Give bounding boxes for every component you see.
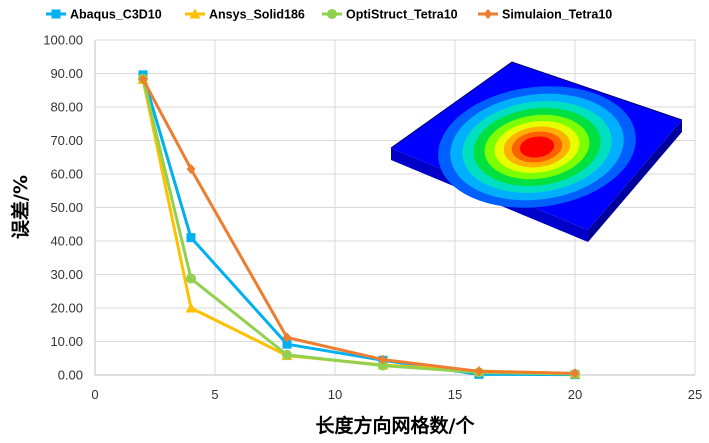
plate-edge	[390, 61, 683, 149]
legend-swatch-marker	[483, 9, 493, 19]
x-tick-label: 0	[91, 387, 98, 402]
x-axis-title: 长度方向网格数/个	[316, 414, 476, 437]
legend-label: Simulaion_Tetra10	[502, 8, 612, 22]
data-point	[378, 354, 388, 365]
y-tick-label: 40.00	[50, 234, 83, 249]
data-point	[186, 233, 196, 243]
x-tick-label: 25	[688, 387, 702, 402]
data-point	[570, 368, 580, 379]
legend-swatch-marker	[327, 9, 337, 19]
y-tick-label: 30.00	[50, 267, 83, 282]
y-tick-label: 10.00	[50, 334, 83, 349]
plate-contour-bands	[438, 86, 636, 208]
y-axis-title: 误差/%	[9, 175, 32, 239]
data-point	[474, 366, 484, 377]
legend-label: Abaqus_C3D10	[70, 8, 162, 22]
x-tick-label: 20	[568, 387, 582, 402]
data-point	[282, 349, 292, 360]
legend-item: Simulaion_Tetra10	[478, 8, 612, 22]
y-tick-label: 0.00	[58, 368, 83, 383]
data-point	[185, 302, 197, 313]
y-tick-label: 70.00	[50, 133, 83, 148]
data-point	[282, 332, 292, 343]
x-tick-label: 10	[328, 387, 342, 402]
series-simulaion-tetra10	[138, 74, 580, 379]
y-tick-label: 100.00	[43, 33, 83, 48]
x-tick-label: 5	[211, 387, 218, 402]
data-point	[186, 163, 196, 174]
data-series	[137, 70, 581, 380]
legend-item: Ansys_Solid186	[185, 8, 305, 22]
legend-swatch-marker	[189, 8, 201, 19]
y-tick-label: 50.00	[50, 200, 83, 215]
y-tick-label: 20.00	[50, 301, 83, 316]
legend-label: OptiStruct_Tetra10	[346, 8, 458, 22]
x-tick-label: 15	[448, 387, 462, 402]
axes: 0.00 10.00 20.00 30.00 40.00 50.00 60.00 70.00 8…	[43, 33, 702, 403]
legend-item: Abaqus_C3D10	[46, 8, 162, 22]
data-point	[378, 360, 388, 371]
y-tick-label: 90.00	[50, 66, 83, 81]
legend-item: OptiStruct_Tetra10	[322, 8, 458, 22]
y-tick-label: 60.00	[50, 167, 83, 182]
data-point	[138, 74, 148, 85]
legend-swatch-marker	[51, 9, 61, 19]
legend: Abaqus_C3D10 Ansys_Solid186 OptiStruct_Tet…	[46, 8, 612, 22]
series-line	[141, 78, 576, 375]
data-point	[282, 339, 292, 349]
legend-label: Ansys_Solid186	[209, 8, 305, 22]
series-line	[141, 74, 576, 377]
plate-contour-inset-image	[390, 61, 683, 242]
y-tick-label: 80.00	[50, 100, 83, 115]
data-point	[186, 273, 196, 284]
plate-right-face	[588, 120, 682, 242]
